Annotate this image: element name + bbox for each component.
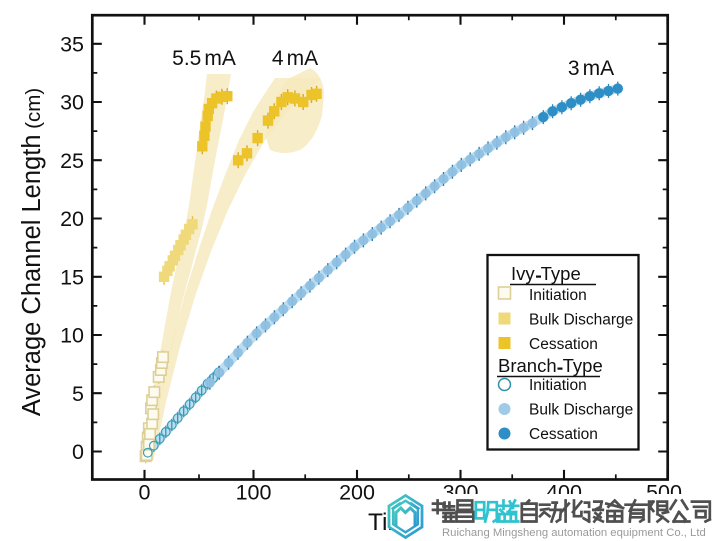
svg-text:5.5mA: 5.5 mA bbox=[172, 47, 236, 70]
svg-text:Average Channel Length (cm): Average Channel Length (cm) bbox=[18, 88, 46, 416]
svg-text:0: 0 bbox=[139, 481, 151, 505]
svg-text:35: 35 bbox=[60, 32, 84, 56]
svg-text:100: 100 bbox=[236, 481, 272, 505]
svg-text:Initiation: Initiation bbox=[529, 287, 587, 304]
svg-text:30: 30 bbox=[60, 91, 84, 115]
svg-text:Bulk Discharge: Bulk Discharge bbox=[529, 402, 633, 419]
svg-text:4mA: 4 mA bbox=[272, 47, 318, 70]
svg-text:10: 10 bbox=[60, 324, 84, 348]
svg-text:5: 5 bbox=[72, 382, 84, 406]
svg-text:0: 0 bbox=[72, 440, 84, 464]
svg-text:Bulk Discharge: Bulk Discharge bbox=[529, 312, 633, 329]
svg-text:Initiation: Initiation bbox=[529, 377, 587, 394]
svg-text:20: 20 bbox=[60, 207, 84, 231]
svg-text:Cessation: Cessation bbox=[529, 336, 598, 353]
svg-text:Ruichang Mingsheng automation: Ruichang Mingsheng automation equipment … bbox=[442, 527, 706, 539]
svg-text:25: 25 bbox=[60, 149, 84, 173]
svg-text:3mA: 3 mA bbox=[568, 57, 614, 80]
svg-text:Cessation: Cessation bbox=[529, 426, 598, 443]
svg-text:15: 15 bbox=[60, 265, 84, 289]
svg-text:200: 200 bbox=[339, 481, 375, 505]
